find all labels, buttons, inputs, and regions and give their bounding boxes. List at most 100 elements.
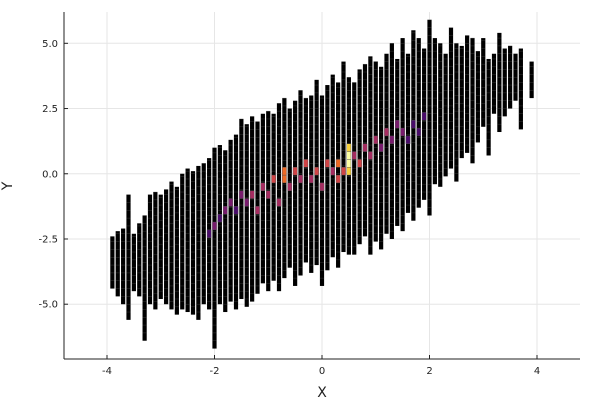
histogram-column: [529, 61, 534, 99]
histogram-dense-bin: [228, 198, 233, 207]
x-tick-label: 2: [426, 366, 432, 377]
histogram-dense-bin: [298, 174, 303, 184]
histogram-column: [244, 124, 249, 307]
histogram-column: [459, 45, 464, 159]
histogram-dense-bin: [389, 135, 395, 144]
histogram-dense-bin: [405, 135, 411, 144]
histogram-column: [427, 19, 432, 216]
histogram-column: [260, 113, 265, 284]
histogram-column: [131, 233, 136, 292]
histogram-column: [454, 43, 459, 182]
histogram-dense-bin: [411, 120, 416, 129]
histogram-dense-bin: [206, 229, 212, 238]
histogram-column: [303, 98, 308, 263]
histogram-dense-bin: [222, 206, 228, 215]
histogram-dense-bin: [346, 143, 352, 152]
histogram-column: [282, 98, 287, 279]
histogram-column: [443, 53, 448, 177]
histogram-dense-bin: [362, 143, 368, 152]
histogram-column: [121, 228, 126, 305]
histogram-dense-bin: [335, 174, 341, 184]
histogram-column: [212, 147, 217, 349]
histogram-column: [502, 48, 507, 117]
histogram-column: [475, 51, 480, 143]
histogram-dense-bin: [341, 167, 346, 176]
x-tick-label: -4: [102, 366, 112, 377]
histogram-column: [174, 186, 179, 315]
histogram-column: [110, 236, 115, 289]
histogram-dense-bin: [233, 206, 239, 215]
histogram-column: [309, 95, 314, 273]
y-tick-label: -5.0: [38, 300, 58, 311]
histogram-dense-bin: [282, 174, 287, 184]
histogram-column: [293, 100, 298, 286]
histogram-column: [497, 32, 502, 133]
histogram-column: [185, 168, 190, 313]
histogram-column: [115, 231, 120, 297]
histogram-dense-bin: [400, 127, 405, 137]
histogram-column: [196, 165, 201, 320]
histogram-dense-bin: [260, 182, 266, 191]
histogram-column: [422, 48, 427, 200]
histogram-dense-bin: [282, 167, 287, 176]
histogram-column: [233, 134, 239, 310]
histogram-column: [217, 145, 222, 305]
histogram-column: [250, 116, 255, 302]
histogram-dense-bin: [303, 159, 309, 168]
histogram-column: [239, 118, 244, 299]
histogram-column: [357, 69, 362, 245]
histogram-dense-bin: [292, 167, 298, 176]
histogram-dense-bin: [325, 159, 330, 168]
histogram-column: [379, 66, 384, 250]
histogram-dense-bin: [255, 206, 260, 215]
histogram-dense-bin: [346, 167, 352, 176]
histogram-dense-bin: [217, 213, 223, 223]
histogram-column: [153, 192, 158, 310]
histogram-column: [330, 74, 335, 258]
histogram-dense-bin: [244, 198, 250, 207]
histogram-dense-bin: [271, 174, 276, 184]
histogram-dense-bin: [378, 143, 384, 152]
histogram-dense-bin: [335, 159, 341, 168]
histogram-column: [491, 53, 497, 114]
histogram-column: [405, 53, 411, 213]
x-axis-title: X: [317, 385, 327, 400]
histogram-dense-bin: [346, 151, 352, 160]
histogram-column: [518, 48, 523, 130]
histogram-dense-bin: [416, 127, 422, 137]
histogram-column: [158, 194, 163, 299]
histogram-column: [223, 150, 228, 313]
histogram-column: [271, 113, 276, 281]
histogram-dense-bin: [394, 120, 400, 129]
histogram-dense-bin: [330, 167, 336, 176]
histogram-column: [438, 43, 443, 187]
y-tick-label: -2.5: [38, 234, 58, 245]
histogram-column: [180, 173, 185, 310]
histogram-dense-bin: [357, 159, 362, 168]
y-tick-label: 5.0: [42, 39, 58, 50]
histogram-dense-bin: [212, 221, 217, 231]
histogram-column: [325, 85, 330, 271]
histogram-dense-bin: [239, 190, 244, 199]
histogram-column: [190, 171, 196, 315]
histogram-dense-bin: [265, 190, 271, 199]
histogram-column: [341, 61, 346, 253]
histogram-column: [137, 223, 142, 297]
histogram-dense-bin: [351, 151, 357, 160]
histogram-dense-bin: [421, 112, 427, 121]
y-tick-label: 2.5: [42, 104, 58, 115]
histogram-column: [164, 189, 169, 305]
histogram-dense-bin: [373, 135, 379, 144]
x-tick-label: -2: [210, 366, 220, 377]
histogram-dense-bin: [276, 198, 282, 207]
histogram-bins: [110, 19, 534, 349]
x-tick-label: 4: [534, 366, 540, 377]
histogram-dense-bin: [346, 159, 352, 168]
histogram-column: [384, 53, 389, 234]
histogram-dense-bin: [368, 151, 373, 160]
histogram-column: [266, 111, 271, 292]
y-tick-label: 0.0: [42, 169, 58, 180]
histogram-column: [486, 58, 491, 156]
x-tick-labels: -4 -2 0 2 4: [102, 355, 540, 377]
